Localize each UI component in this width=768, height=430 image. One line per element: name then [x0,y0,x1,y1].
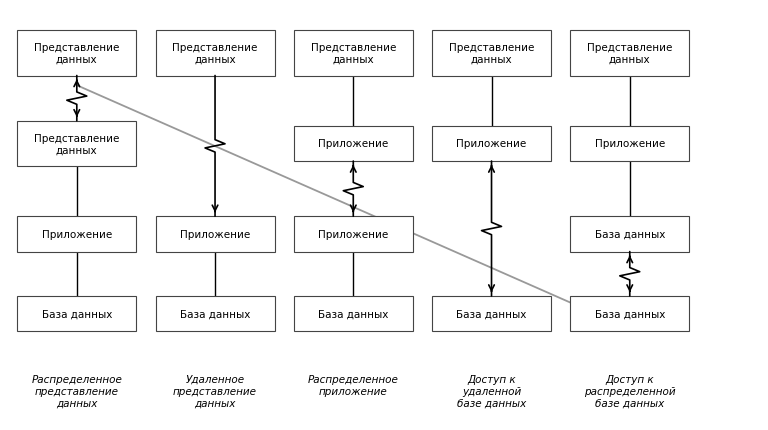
Text: Удаленное
представление
данных: Удаленное представление данных [173,374,257,407]
Bar [293,31,412,77]
Bar [570,31,690,77]
Text: Представление
данных: Представление данных [34,133,120,155]
Text: Приложение: Приложение [318,139,389,149]
Text: Приложение: Приложение [41,229,112,240]
Text: Доступ к
распределенной
базе данных: Доступ к распределенной базе данных [584,374,676,407]
Text: База данных: База данных [594,309,665,319]
Text: Приложение: Приложение [180,229,250,240]
Text: Распределенное
представление
данных: Распределенное представление данных [31,374,122,407]
Text: База данных: База данных [41,309,112,319]
Text: Доступ к
удаленной
базе данных: Доступ к удаленной базе данных [457,374,526,407]
Bar [570,217,690,252]
Text: Представление
данных: Представление данных [449,43,535,64]
Bar [293,296,412,332]
Bar [293,126,412,162]
Bar [18,296,137,332]
Text: Приложение: Приложение [594,139,665,149]
Bar [570,126,690,162]
Text: База данных: База данных [594,229,665,240]
Text: База данных: База данных [180,309,250,319]
Bar [155,296,275,332]
Bar [432,296,551,332]
Bar [155,31,275,77]
Text: Приложение: Приложение [456,139,527,149]
Bar [432,31,551,77]
Text: Распределенное
приложение: Распределенное приложение [308,374,399,396]
Bar [432,126,551,162]
Text: Представление
данных: Представление данных [310,43,396,64]
Bar [570,296,690,332]
Bar [18,217,137,252]
Bar [293,217,412,252]
Bar [155,217,275,252]
Bar [18,31,137,77]
Text: Представление
данных: Представление данных [587,43,673,64]
Text: База данных: База данных [318,309,389,319]
Bar [18,121,137,166]
Text: Приложение: Приложение [318,229,389,240]
Text: Представление
данных: Представление данных [34,43,120,64]
Text: Представление
данных: Представление данных [172,43,258,64]
Text: База данных: База данных [456,309,527,319]
